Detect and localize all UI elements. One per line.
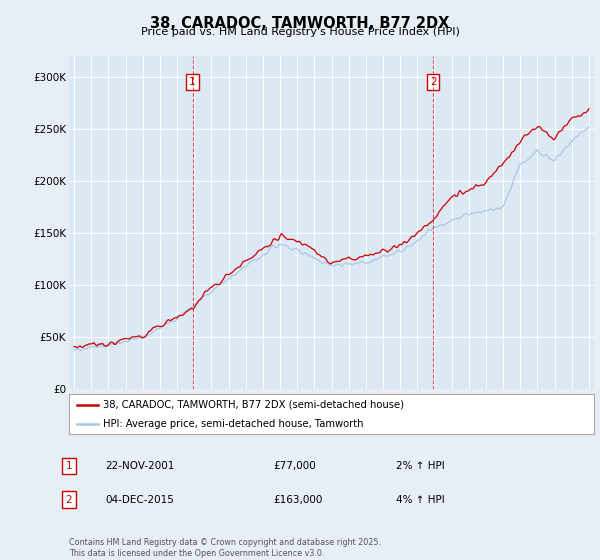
Text: 2: 2 (65, 494, 73, 505)
Text: 38, CARADOC, TAMWORTH, B77 2DX (semi-detached house): 38, CARADOC, TAMWORTH, B77 2DX (semi-det… (103, 400, 404, 410)
Text: Contains HM Land Registry data © Crown copyright and database right 2025.
This d: Contains HM Land Registry data © Crown c… (69, 538, 381, 558)
Text: HPI: Average price, semi-detached house, Tamworth: HPI: Average price, semi-detached house,… (103, 419, 364, 429)
Text: 4% ↑ HPI: 4% ↑ HPI (396, 494, 445, 505)
Text: 1: 1 (189, 77, 196, 87)
Text: 04-DEC-2015: 04-DEC-2015 (105, 494, 174, 505)
Text: 38, CARADOC, TAMWORTH, B77 2DX: 38, CARADOC, TAMWORTH, B77 2DX (151, 16, 449, 31)
Text: Price paid vs. HM Land Registry's House Price Index (HPI): Price paid vs. HM Land Registry's House … (140, 27, 460, 37)
Text: 1: 1 (65, 461, 73, 471)
Text: 22-NOV-2001: 22-NOV-2001 (105, 461, 175, 471)
Text: 2% ↑ HPI: 2% ↑ HPI (396, 461, 445, 471)
Text: £77,000: £77,000 (273, 461, 316, 471)
Text: 2: 2 (430, 77, 436, 87)
Text: £163,000: £163,000 (273, 494, 322, 505)
